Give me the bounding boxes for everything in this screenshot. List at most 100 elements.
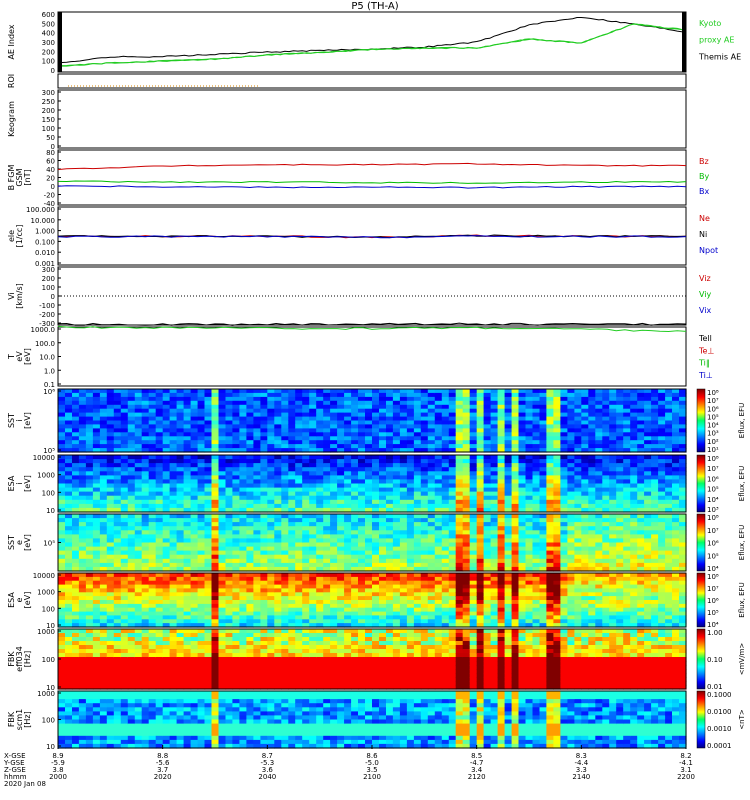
heatmap-cell <box>406 596 415 601</box>
heatmap-cell <box>134 467 143 472</box>
heatmap-cell <box>72 576 80 582</box>
heatmap-cell <box>351 600 359 605</box>
heatmap-cell <box>274 514 282 519</box>
heatmap-cell <box>344 471 352 476</box>
heatmap-cell <box>316 412 324 418</box>
heatmap-cell <box>588 400 596 406</box>
heatmap-cell <box>58 432 66 437</box>
heatmap-cell <box>365 475 373 481</box>
heatmap-cell <box>483 554 492 560</box>
heatmap-cell <box>665 467 673 472</box>
heatmap-cell <box>65 499 73 505</box>
heatmap-cell <box>274 420 282 425</box>
heatmap-cell <box>99 600 108 605</box>
heatmap-cell <box>225 507 234 513</box>
heatmap-cell <box>448 603 457 609</box>
heatmap-cell <box>427 554 436 560</box>
heatmap-cell <box>392 592 401 597</box>
heatmap-cell <box>455 483 464 489</box>
heatmap-cell <box>630 495 638 501</box>
heatmap-cell <box>302 428 310 433</box>
heatmap-cell <box>197 479 206 485</box>
heatmap-cell <box>581 471 589 476</box>
heatmap-cell <box>176 475 185 481</box>
heatmap-cell <box>392 491 401 497</box>
heatmap-cell <box>330 396 338 402</box>
heatmap-cell <box>323 404 331 410</box>
heatmap-cell <box>169 619 178 624</box>
heatmap-cell <box>267 566 275 572</box>
heatmap-cell <box>379 424 387 429</box>
heatmap-cell <box>323 471 331 476</box>
heatmap-cell <box>155 487 164 493</box>
heatmap-cell <box>490 389 499 394</box>
heatmap-cell <box>386 623 394 628</box>
heatmap-cell <box>309 542 317 548</box>
heatmap-cell <box>309 392 317 398</box>
heatmap-cell <box>92 611 101 617</box>
heatmap-cell <box>448 584 457 590</box>
heatmap-cell <box>99 588 108 593</box>
heatmap-cell <box>553 467 561 472</box>
heatmap-cell <box>672 467 680 472</box>
y-axis-label: ele <box>7 230 16 242</box>
heatmap-cell <box>567 566 575 572</box>
heatmap-cell <box>665 389 673 394</box>
y-tick-label: 20 <box>46 175 55 183</box>
heatmap-cell <box>372 475 380 481</box>
heatmap-cell <box>260 475 268 481</box>
heatmap-cell <box>525 467 534 472</box>
heatmap-cell <box>302 483 310 489</box>
heatmap-cell <box>148 611 157 617</box>
heatmap-cell <box>225 432 234 437</box>
heatmap-cell <box>330 400 338 406</box>
heatmap-cell <box>288 459 296 464</box>
heatmap-cell <box>267 440 275 445</box>
heatmap-cell <box>211 530 220 535</box>
heatmap-cell <box>658 396 666 402</box>
heatmap-cell <box>574 396 582 402</box>
heatmap-cell <box>65 491 73 497</box>
heatmap-cell <box>246 491 254 497</box>
heatmap-cell <box>330 475 338 481</box>
heatmap-cell <box>679 499 687 505</box>
heatmap-cell <box>148 619 157 624</box>
heatmap-cell <box>392 428 401 433</box>
heatmap-cell <box>246 448 254 453</box>
heatmap-cell <box>490 404 499 410</box>
colorbar-tick: 10⁸ <box>707 514 719 522</box>
heatmap-cell <box>595 436 603 441</box>
heatmap-cell <box>148 428 157 433</box>
heatmap-cell <box>197 471 206 476</box>
heatmap-cell <box>476 546 485 552</box>
heatmap-cell <box>581 432 589 437</box>
heatmap-cell <box>504 408 513 414</box>
heatmap-cell <box>413 396 422 402</box>
heatmap-cell <box>476 542 485 548</box>
heatmap-cell <box>406 514 415 519</box>
heatmap-cell <box>197 603 206 609</box>
heatmap-cell <box>469 558 478 564</box>
y-tick-label: -200 <box>39 311 55 319</box>
heatmap-cell <box>392 471 401 476</box>
heatmap-cell <box>148 546 157 552</box>
heatmap-cell <box>239 530 247 535</box>
heatmap-cell <box>476 534 485 540</box>
heatmap-cell <box>574 459 582 464</box>
heatmap-cell <box>344 530 352 535</box>
heatmap-cell <box>365 530 373 535</box>
heatmap-cell <box>232 471 240 476</box>
heatmap-cell <box>672 400 680 406</box>
heatmap-cell <box>462 467 471 472</box>
heatmap-cell <box>490 408 499 414</box>
heatmap-cell <box>190 580 199 586</box>
heatmap-cell <box>113 558 122 564</box>
heatmap-cell <box>58 392 66 398</box>
heatmap-cell <box>567 432 575 437</box>
heatmap-cell <box>623 495 631 501</box>
heatmap-cell <box>455 436 464 441</box>
heatmap-cell <box>344 550 352 556</box>
heatmap-cell <box>365 412 373 418</box>
heatmap-cell <box>623 514 631 519</box>
heatmap-cell <box>651 404 659 410</box>
